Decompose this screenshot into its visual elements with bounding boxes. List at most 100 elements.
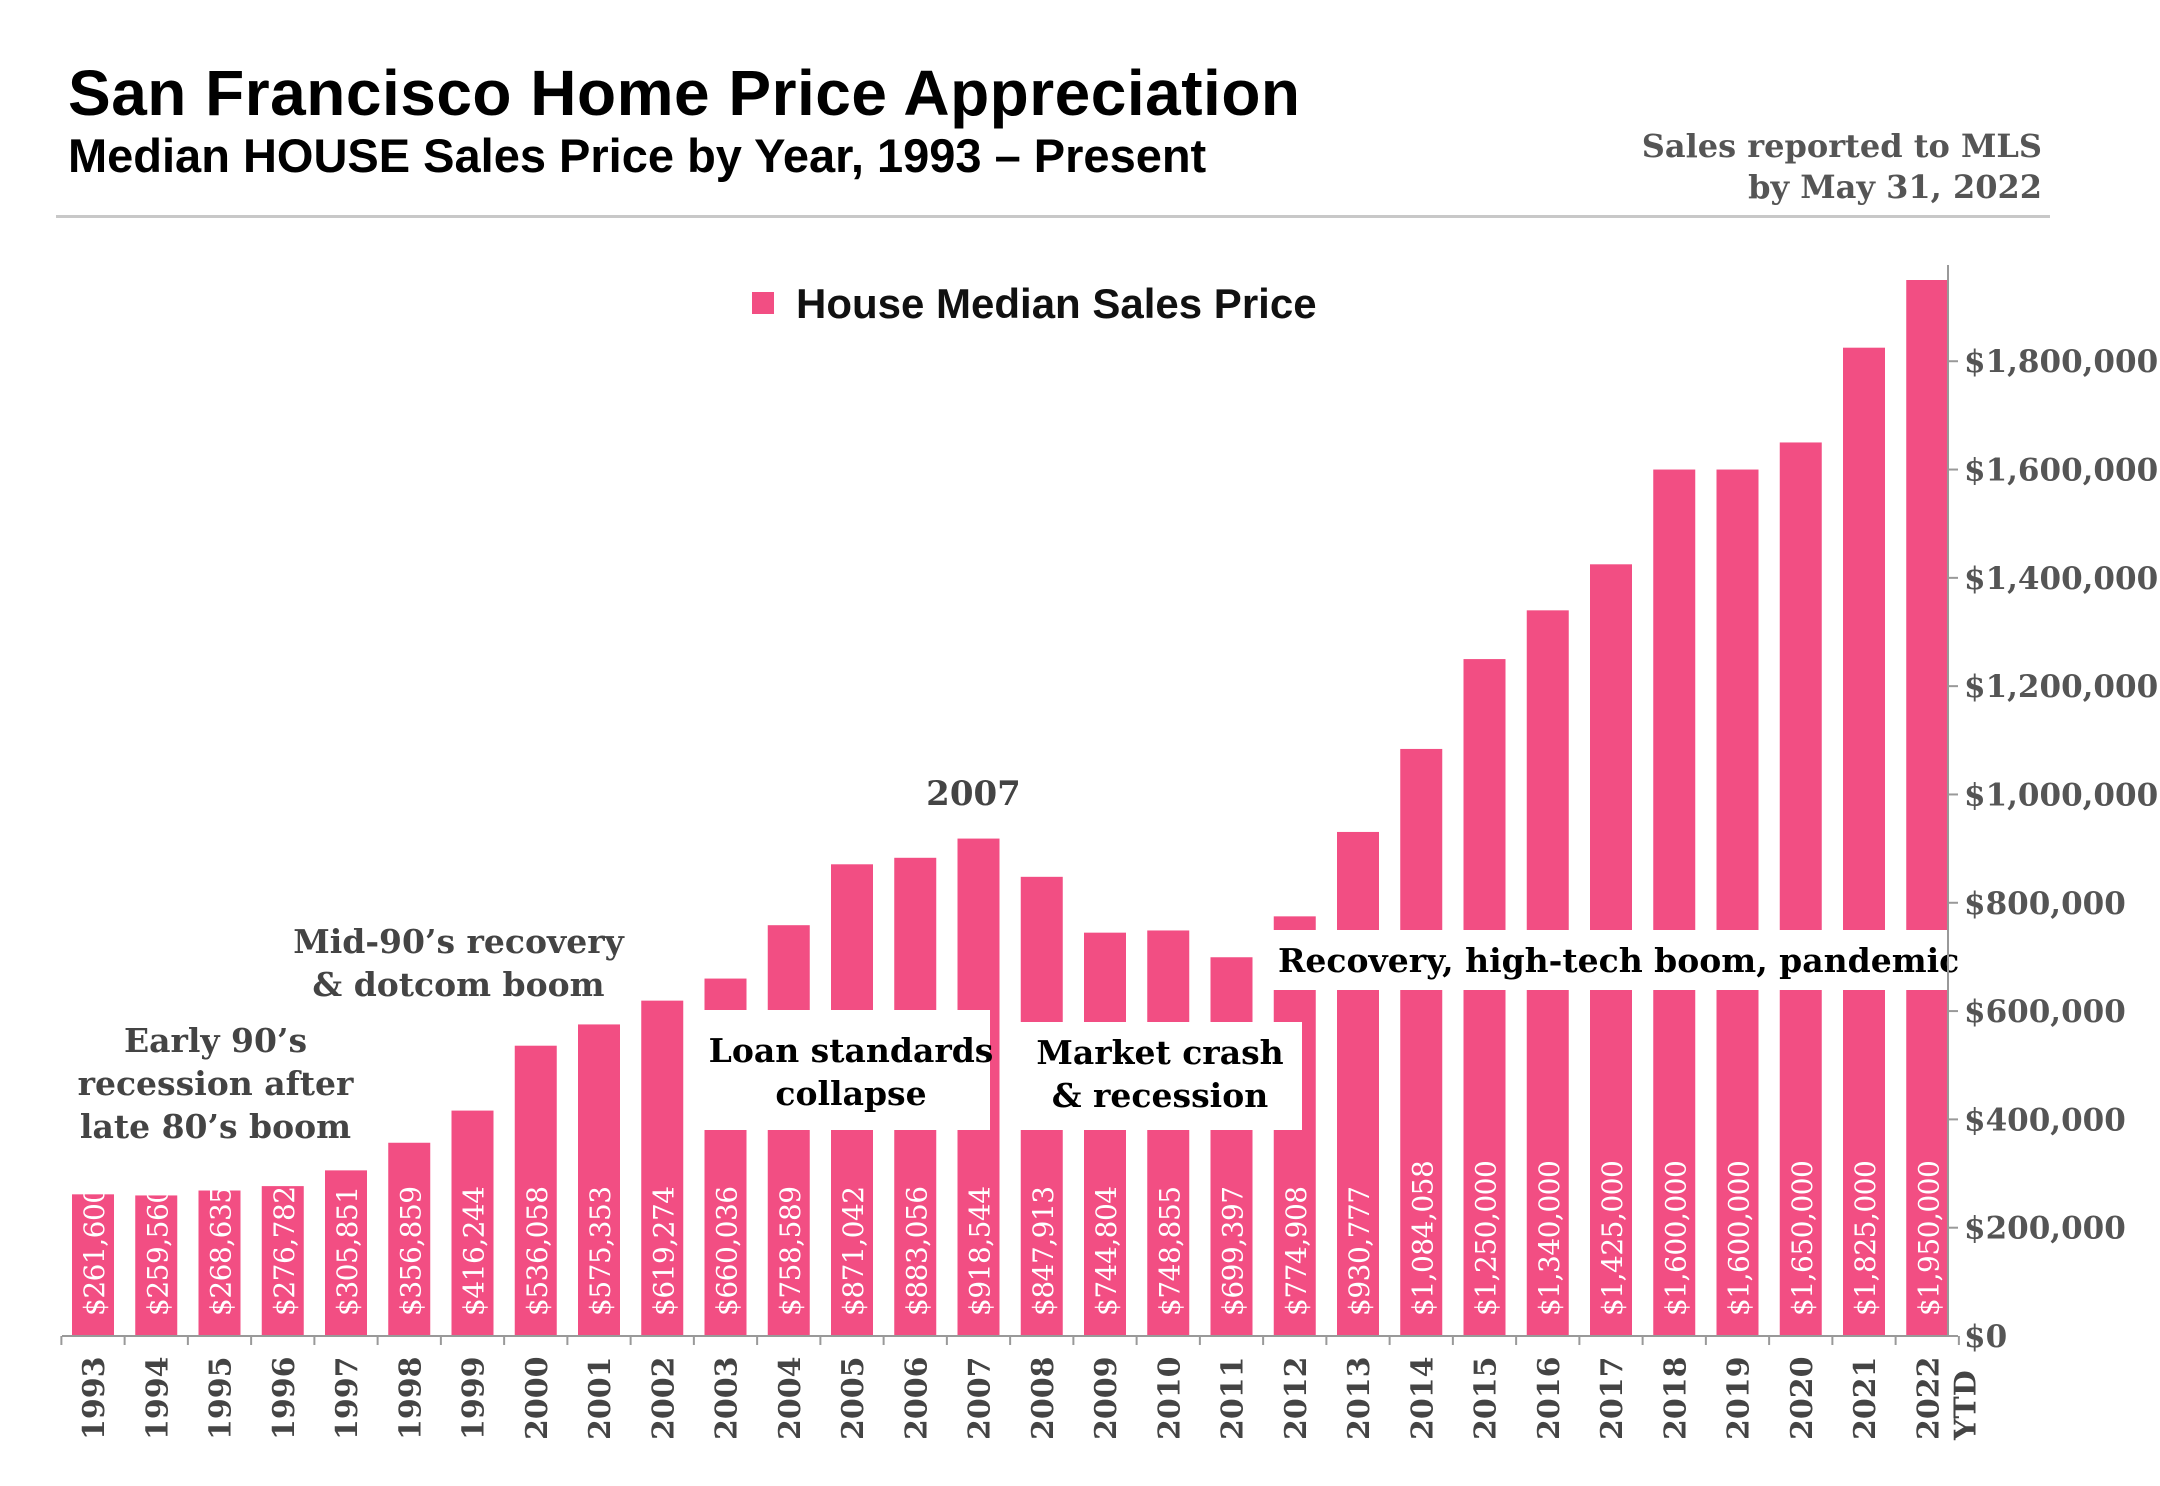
bar-value-label-2005: $871,042 <box>837 1186 870 1316</box>
bar-value-label-2020: $1,650,000 <box>1786 1161 1819 1316</box>
bar-value-label-2012: $774,908 <box>1280 1186 1313 1316</box>
y-tick-label-2: $400,000 <box>1964 1102 2126 1138</box>
bar-2000 <box>514 1045 557 1336</box>
chart-title: San Francisco Home Price Appreciation <box>68 57 1301 129</box>
bar-value-label-2013: $930,777 <box>1343 1186 1376 1316</box>
bar-2002 <box>641 1000 684 1336</box>
bar-value-label-2009: $744,804 <box>1090 1186 1123 1316</box>
data-source-note-line-2: by May 31, 2022 <box>1748 168 2042 206</box>
x-tick-label-2009: 2009 <box>1089 1357 1124 1441</box>
bar-2020 <box>1779 442 1822 1336</box>
bar-value-label-2022: $1,950,000 <box>1912 1161 1945 1316</box>
bar-value-label-2001: $575,353 <box>584 1186 617 1316</box>
annotation-loan-line-2: collapse <box>775 1074 926 1113</box>
x-tick-label-2011: 2011 <box>1216 1357 1251 1441</box>
bar-value-label-2016: $1,340,000 <box>1533 1161 1566 1316</box>
bar-1998 <box>388 1142 431 1336</box>
x-tick-label-2008: 2008 <box>1026 1357 1061 1441</box>
x-tick-label-2017: 2017 <box>1595 1357 1630 1441</box>
bar-2011 <box>1210 957 1253 1336</box>
bar-value-label-2010: $748,855 <box>1153 1186 1186 1316</box>
bar-group <box>72 280 1949 1336</box>
bar-value-label-group: $261,600 $259,560 $268,635 $276,782 $305,851… <box>78 1161 1945 1316</box>
y-tick-label-5: $1,000,000 <box>1964 777 2158 813</box>
x-tick-label-2018: 2018 <box>1658 1357 1693 1441</box>
bar-2009 <box>1084 932 1126 1336</box>
annotation-box-loan <box>692 1010 990 1130</box>
bar-2022 <box>1906 280 1949 1336</box>
x-tick-label-2015: 2015 <box>1469 1357 1504 1441</box>
bar-value-label-2015: $1,250,000 <box>1470 1161 1503 1316</box>
x-tick-label-2006: 2006 <box>899 1357 934 1441</box>
bar-1993 <box>72 1194 114 1336</box>
bar-value-label-2003: $660,036 <box>711 1186 744 1316</box>
x-tick-label-1996: 1996 <box>267 1357 302 1441</box>
x-tick-label-2012: 2012 <box>1279 1357 1314 1441</box>
chart-subtitle: Median HOUSE Sales Price by Year, 1993 –… <box>68 129 1207 182</box>
annotation-mid90s-line-2: & dotcom boom <box>312 965 604 1004</box>
annotation-early90s-line-2: recession after <box>78 1064 354 1103</box>
annotation-early90s-line-3: late 80’s boom <box>80 1107 351 1146</box>
x-tick-label-2019: 2019 <box>1722 1357 1757 1441</box>
bar-value-label-2011: $699,397 <box>1217 1186 1250 1316</box>
bar-value-label-1995: $268,635 <box>205 1186 238 1316</box>
x-tick-label-suffix: YTD <box>1948 1370 1983 1441</box>
x-tick-label-1997: 1997 <box>330 1357 365 1441</box>
legend-swatch <box>752 292 774 314</box>
bar-value-label-2007: $918,544 <box>964 1186 997 1316</box>
bar-value-label-1999: $416,244 <box>458 1186 491 1316</box>
bar-value-label-2008: $847,913 <box>1027 1186 1060 1316</box>
bar-value-label-2000: $536,058 <box>521 1186 554 1316</box>
bar-2004 <box>767 925 810 1336</box>
bar-2021 <box>1843 347 1885 1336</box>
bar-1994 <box>135 1195 178 1336</box>
bar-2018 <box>1653 469 1696 1336</box>
axis-group: 1993 1994 1995 1996 1997 1998 1999 2000 2001 2002… <box>60 265 2158 1441</box>
annotation-box-crash <box>1015 1022 1302 1130</box>
x-tick-label-1993: 1993 <box>77 1357 112 1441</box>
bar-value-label-2014: $1,084,058 <box>1406 1161 1439 1316</box>
legend: House Median Sales Price <box>752 280 1317 327</box>
bar-value-label-2019: $1,600,000 <box>1723 1161 1756 1316</box>
annotation-box-recovery <box>1262 930 1948 990</box>
bar-2019 <box>1716 469 1759 1336</box>
y-tick-label-4: $800,000 <box>1964 886 2126 922</box>
bar-2001 <box>578 1024 620 1336</box>
x-tick-label-2001: 2001 <box>583 1357 618 1441</box>
x-tick-label-2014: 2014 <box>1405 1357 1440 1441</box>
annotation-crash-line-2: & recession <box>1052 1076 1268 1115</box>
y-tick-label-8: $1,600,000 <box>1964 453 2158 489</box>
bar-value-label-2017: $1,425,000 <box>1596 1161 1629 1316</box>
y-tick-label-7: $1,400,000 <box>1964 561 2158 597</box>
x-tick-label-1998: 1998 <box>393 1357 428 1441</box>
bar-value-label-2021: $1,825,000 <box>1849 1161 1882 1316</box>
annotation-crash-line-1: Market crash <box>1036 1033 1283 1072</box>
x-tick-label-2021: 2021 <box>1848 1357 1883 1441</box>
x-tick-label-2002: 2002 <box>646 1357 681 1441</box>
x-tick-label-1994: 1994 <box>140 1357 175 1441</box>
x-tick-label-2000: 2000 <box>520 1357 555 1441</box>
annotation-recovery-line-1: Recovery, high-tech boom, pandemic <box>1278 941 1959 980</box>
x-tick-label-2016: 2016 <box>1532 1357 1567 1441</box>
bar-value-label-2004: $758,589 <box>774 1186 807 1316</box>
bar-value-label-2018: $1,600,000 <box>1659 1161 1692 1316</box>
x-tick-label-2004: 2004 <box>773 1357 808 1441</box>
bar-2015 <box>1463 659 1506 1336</box>
bar-value-label-1993: $261,600 <box>78 1186 111 1316</box>
y-tick-label-3: $600,000 <box>1964 994 2126 1030</box>
bar-1997 <box>325 1170 367 1336</box>
y-tick-label-1: $200,000 <box>1964 1211 2126 1247</box>
x-tick-label-2007: 2007 <box>963 1357 998 1441</box>
annotation-early90s-line-1: Early 90’s <box>124 1021 307 1060</box>
bar-value-label-1997: $305,851 <box>331 1186 364 1316</box>
bar-2013 <box>1337 831 1379 1336</box>
annotation-peak2007-line-1: 2007 <box>926 774 1021 814</box>
annotation-mid90s-line-1: Mid-90’s recovery <box>293 922 624 961</box>
bar-2014 <box>1400 748 1443 1336</box>
x-tick-label-2020: 2020 <box>1785 1357 1820 1441</box>
x-tick-label-2010: 2010 <box>1152 1357 1187 1441</box>
bar-value-label-1998: $356,859 <box>394 1186 427 1316</box>
header-divider <box>56 215 2050 218</box>
annotation-group: Early 90’s recession after late 80’s boom M… <box>78 774 1960 1146</box>
